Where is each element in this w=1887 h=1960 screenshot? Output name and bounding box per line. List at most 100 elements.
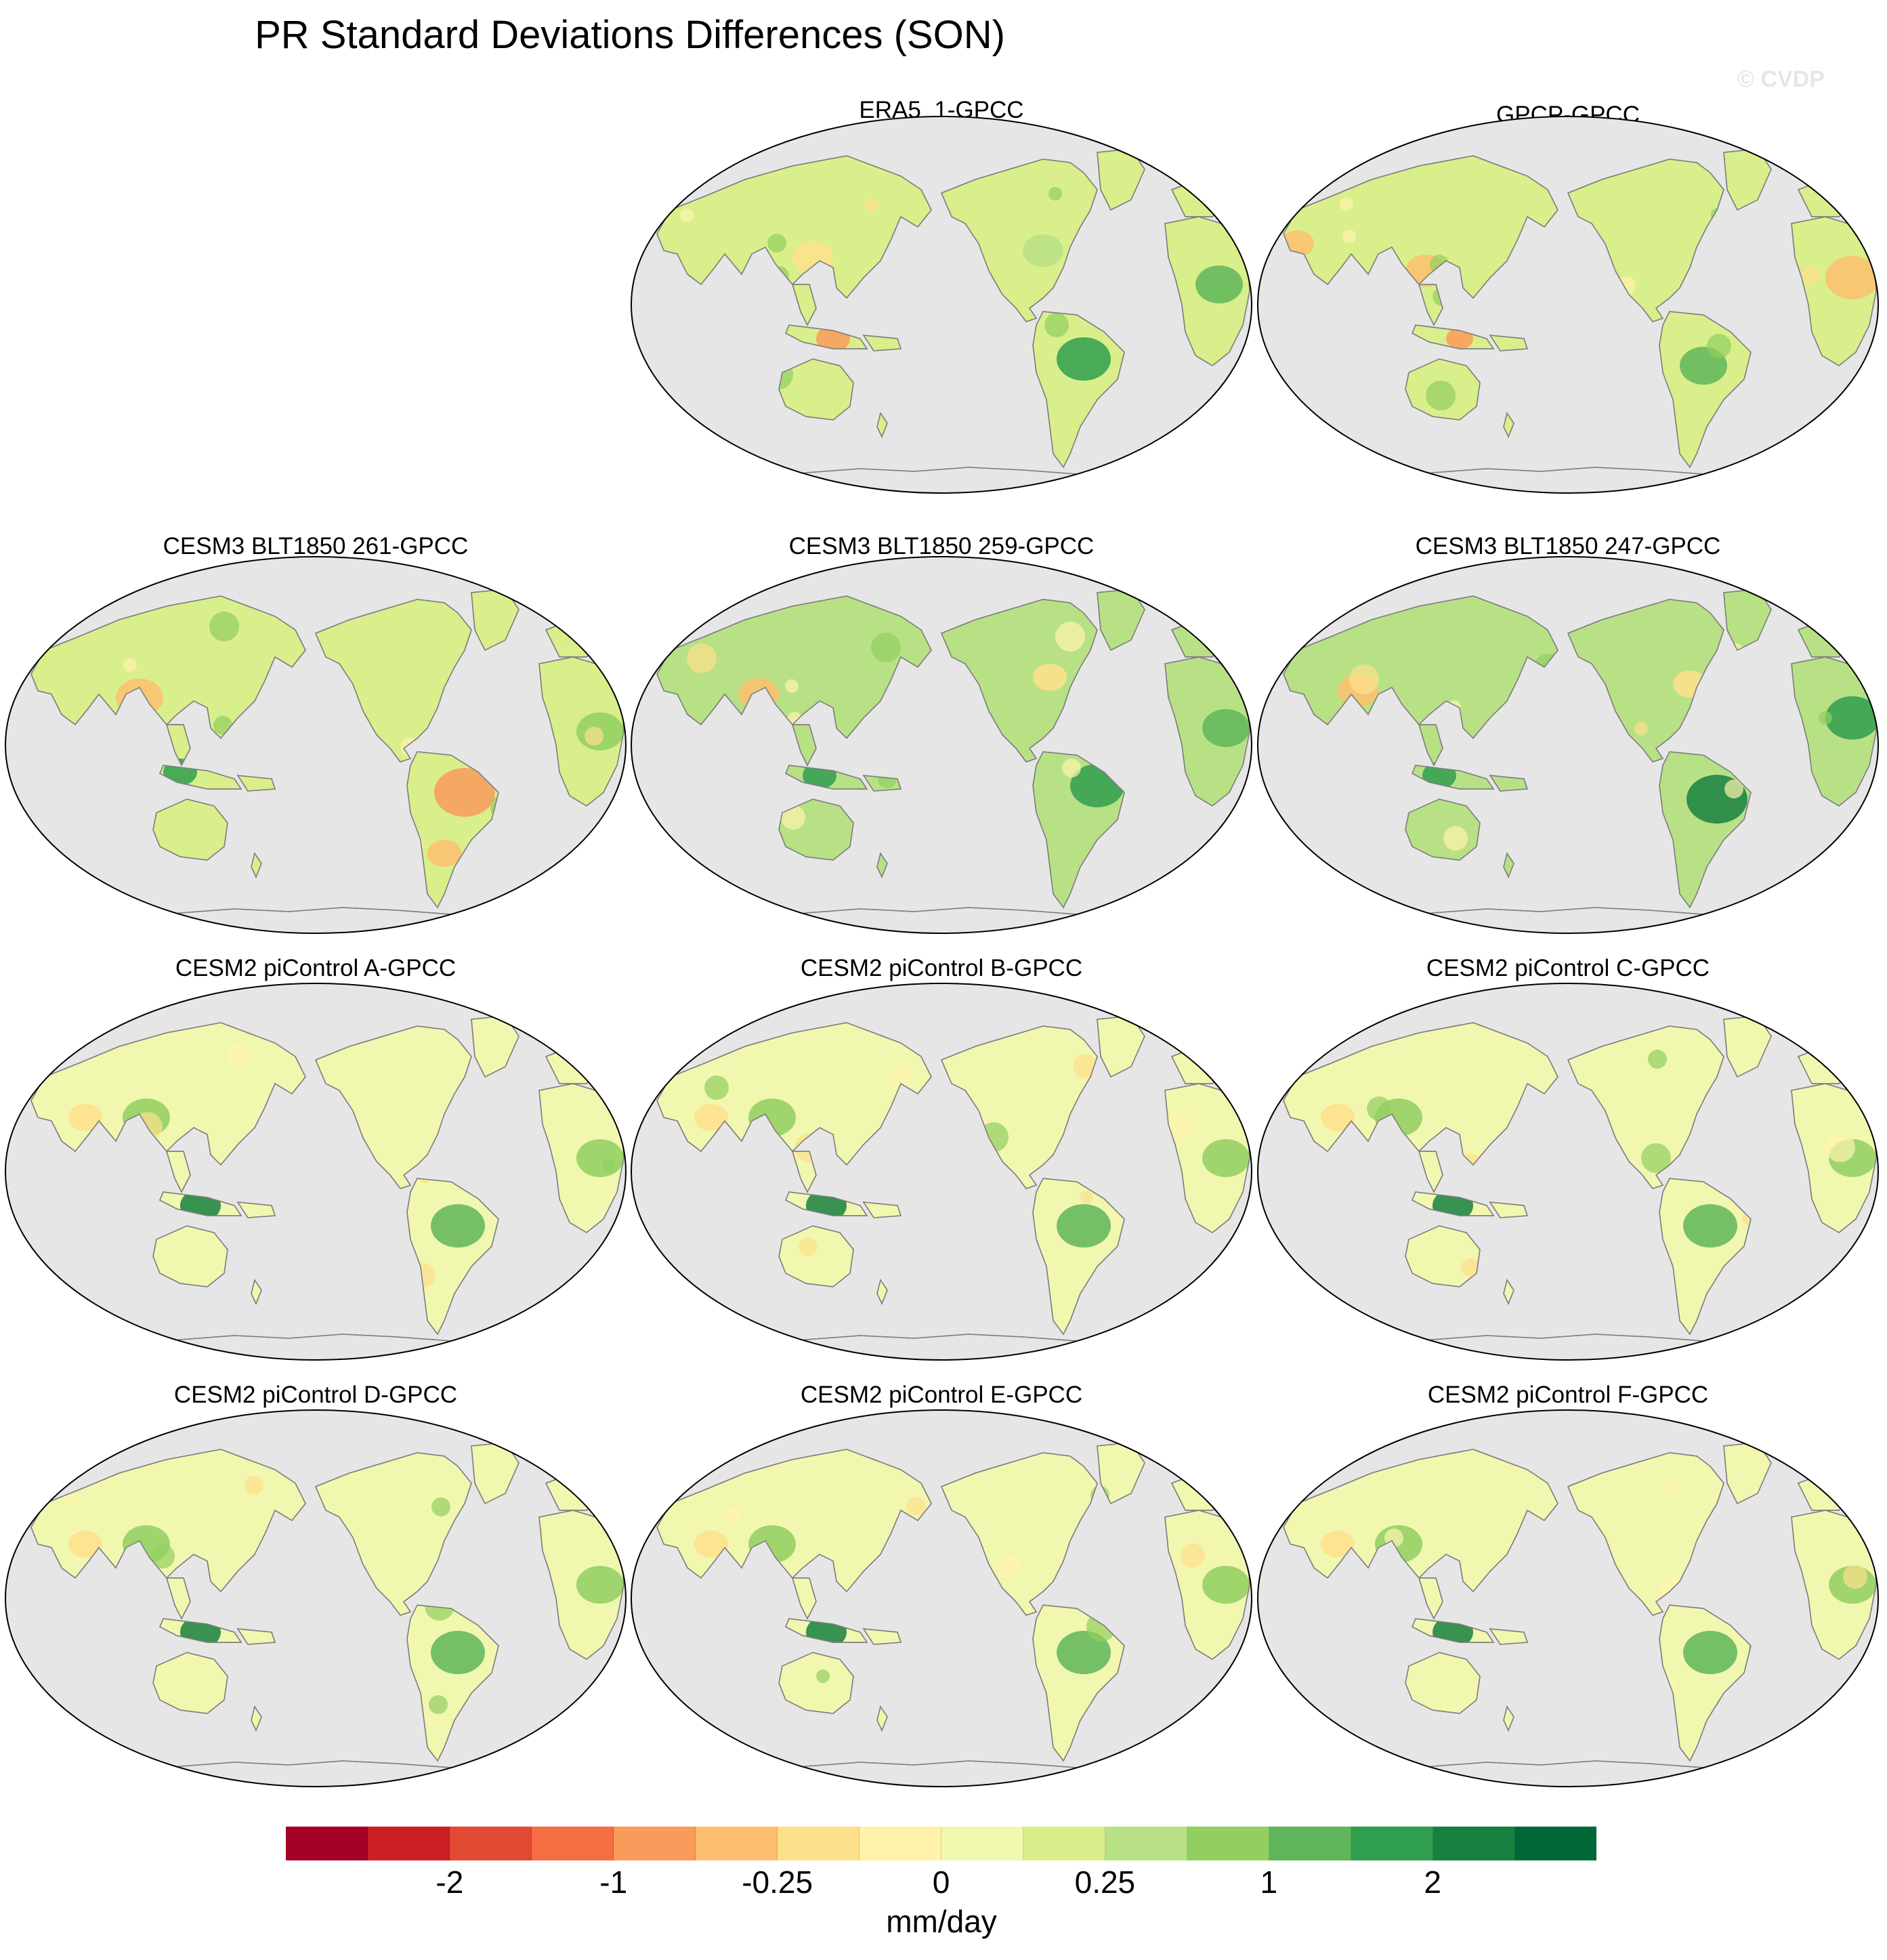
coastline <box>941 158 1098 322</box>
coastline <box>1503 412 1514 438</box>
coastline <box>1418 724 1443 767</box>
coastline <box>941 599 1098 763</box>
anomaly-speckle <box>1850 1471 1863 1485</box>
coastline <box>1659 1178 1752 1336</box>
panel-title: CESM2 piControl C-GPCC <box>1426 955 1710 981</box>
world-map <box>631 983 1252 1361</box>
world-map <box>1257 1409 1879 1787</box>
world-map <box>1257 116 1879 494</box>
coastline <box>1418 1151 1443 1193</box>
colorbar-tick-label: -2 <box>436 1865 464 1900</box>
anomaly-speckle <box>687 643 717 673</box>
coastline <box>251 852 262 878</box>
coastline <box>1283 1449 1559 1593</box>
coastline <box>1659 751 1752 909</box>
coastline <box>236 775 276 792</box>
anomaly-speckle <box>1062 759 1081 777</box>
anomaly-speckle <box>123 658 137 672</box>
colorbar-box <box>1269 1827 1351 1860</box>
coastline <box>785 1618 868 1643</box>
anomaly-blob <box>1202 709 1250 747</box>
world-map <box>5 983 627 1361</box>
anomaly-blob <box>576 1566 624 1604</box>
anomaly-blob <box>434 768 495 817</box>
panel-title: CESM2 piControl E-GPCC <box>800 1382 1083 1408</box>
coastline <box>30 1022 306 1166</box>
coastline <box>1412 1618 1495 1643</box>
coastline <box>778 798 854 861</box>
anomaly-speckle <box>1707 334 1731 358</box>
coastline <box>862 1201 902 1218</box>
anomaly-blob <box>694 1531 728 1558</box>
panel-title: CESM3 BLT1850 259-GPCC <box>788 533 1095 559</box>
figure-title: PR Standard Deviations Differences (SON) <box>255 13 1005 57</box>
coastline <box>656 1449 932 1593</box>
coastline <box>791 724 817 767</box>
panel-title: CESM2 piControl B-GPCC <box>800 955 1083 981</box>
ocean <box>5 983 626 1360</box>
ocean <box>1258 557 1878 933</box>
anomaly-speckle <box>1641 1143 1671 1173</box>
coastline <box>778 1225 854 1287</box>
coastline <box>1567 599 1724 763</box>
anomaly-speckle <box>996 1554 1021 1579</box>
coastline <box>1489 1201 1529 1218</box>
coastline <box>406 1178 499 1336</box>
coastline <box>159 1191 242 1216</box>
coastline <box>165 1151 191 1193</box>
anomaly-speckle <box>1055 622 1085 652</box>
anomaly-speckle <box>1634 722 1648 736</box>
coastline <box>131 1334 500 1360</box>
anomaly-speckle <box>227 1044 251 1068</box>
coastline <box>406 751 499 909</box>
world-map <box>631 1409 1252 1787</box>
anomaly-blob <box>431 1204 485 1248</box>
colorbar-box <box>860 1827 941 1860</box>
coastline <box>941 1452 1098 1616</box>
map-border <box>1257 556 1879 934</box>
world-map <box>5 1409 627 1787</box>
coastline <box>1567 158 1724 322</box>
coastline <box>236 1201 276 1218</box>
anomaly-speckle <box>677 176 691 190</box>
world-map <box>5 556 627 934</box>
colorbar-box <box>368 1827 450 1860</box>
coastline <box>656 595 932 740</box>
anomaly-speckle <box>1044 313 1069 337</box>
anomaly-speckle <box>864 198 878 211</box>
coastline <box>1405 1225 1481 1287</box>
coastline <box>1418 284 1443 326</box>
colorbar-box <box>1351 1827 1433 1860</box>
coastline <box>1384 1760 1752 1787</box>
ocean <box>631 1410 1252 1787</box>
anomaly-speckle <box>781 805 805 830</box>
world-map <box>631 116 1252 494</box>
coastline <box>159 765 242 790</box>
anomaly-speckle <box>1342 230 1356 243</box>
anomaly-speckle <box>1461 1258 1480 1277</box>
coastline <box>1489 335 1529 351</box>
anomaly-speckle <box>816 1669 830 1683</box>
coastline <box>1412 1191 1495 1216</box>
map-border <box>631 116 1252 494</box>
anomaly-speckle <box>1832 1269 1851 1288</box>
coastline <box>1032 751 1125 909</box>
coastline <box>406 1604 499 1762</box>
coastline <box>1283 155 1559 299</box>
map-border <box>631 1409 1252 1787</box>
anomaly-speckle <box>680 209 694 222</box>
coastline <box>1405 358 1481 421</box>
coastline <box>1412 765 1495 790</box>
anomaly-speckle <box>1073 1054 1097 1078</box>
coastline <box>315 599 472 763</box>
map-border <box>1257 983 1879 1361</box>
map-border <box>5 1409 627 1787</box>
colorbar-box <box>450 1827 532 1860</box>
coastline <box>1283 1022 1559 1166</box>
coastline <box>862 775 902 792</box>
coastline <box>757 467 1126 493</box>
coastline <box>315 1025 472 1189</box>
ocean <box>1258 983 1878 1360</box>
anomaly-speckle <box>585 727 603 746</box>
coastline <box>165 724 191 767</box>
